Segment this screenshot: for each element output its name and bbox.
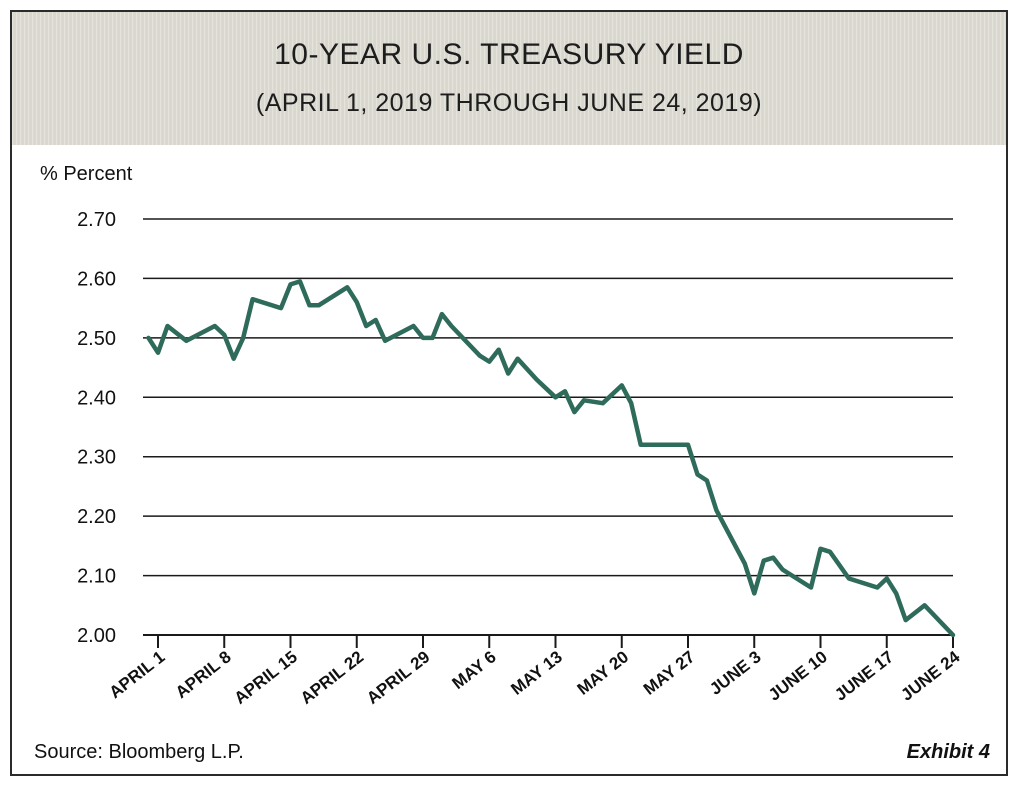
y-tick-labels: 2.70 2.60 2.50 2.40 2.30 2.20 2.10 2.00 [77,209,116,647]
x-tick-label: MAY 27 [640,647,699,699]
y-tick-label: 2.00 [77,625,116,647]
chart-frame: 10-YEAR U.S. TREASURY YIELD (APRIL 1, 20… [10,10,1008,776]
series-layer [146,279,956,638]
x-tick-label: MAY 6 [449,647,500,693]
chart-title: 10-YEAR U.S. TREASURY YIELD [274,38,744,71]
y-tick-label: 2.20 [77,506,116,528]
y-tick-label: 2.40 [77,387,116,409]
y-tick-label: 2.30 [77,447,116,469]
x-tick-label: MAY 20 [574,647,633,699]
x-tick-label: APRIL 8 [172,647,235,702]
x-tick-label: APRIL 22 [297,647,367,708]
exhibit-label: Exhibit 4 [906,741,990,763]
chart-header: 10-YEAR U.S. TREASURY YIELD (APRIL 1, 20… [12,12,1006,145]
y-tick-label: 2.50 [77,328,116,350]
gridlines [143,218,953,636]
y-tick-label: 2.10 [77,566,116,588]
chart-subtitle: (APRIL 1, 2019 THROUGH JUNE 24, 2019) [255,89,763,117]
x-tick-label: JUNE 10 [765,647,831,704]
y-tick-label: 2.70 [77,209,116,231]
x-axis-ticks [157,635,954,648]
x-tick-label: APRIL 29 [363,647,433,708]
x-tick-label: MAY 13 [507,647,566,699]
x-tick-label: APRIL 15 [231,647,301,708]
x-tick-label: JUNE 3 [706,647,765,699]
x-tick-label: APRIL 1 [106,647,169,702]
source-note: Source: Bloomberg L.P. [34,741,244,763]
y-axis-label: % Percent [40,163,133,185]
x-tick-label: JUNE 17 [831,647,897,704]
x-tick-label: JUNE 24 [897,647,963,705]
yield-series-line [146,279,956,638]
y-tick-label: 2.60 [77,268,116,290]
